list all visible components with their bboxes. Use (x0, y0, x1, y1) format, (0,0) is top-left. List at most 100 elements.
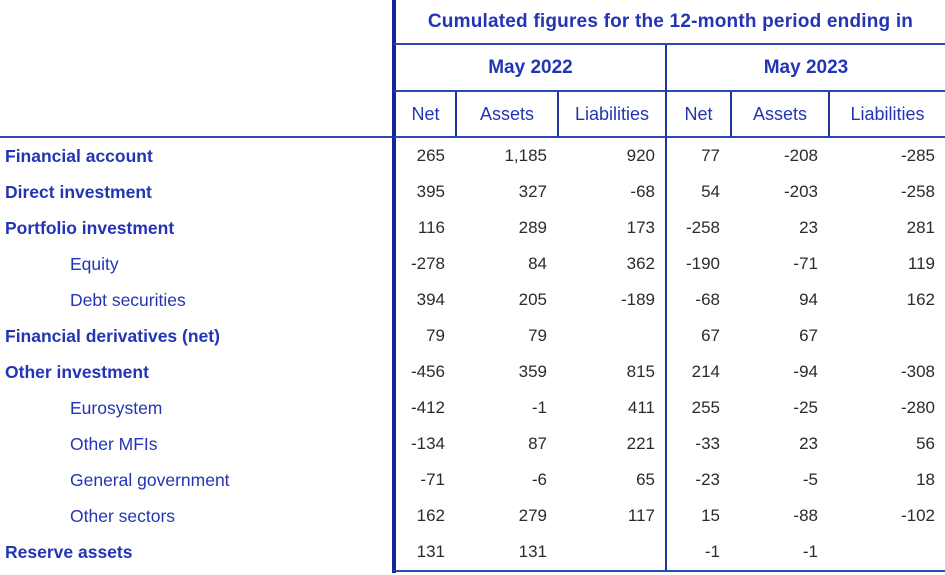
cell-value: 221 (626, 434, 655, 453)
cell-value: 65 (636, 470, 655, 489)
cell-value (828, 318, 945, 354)
row-label: Reserve assets (5, 541, 133, 562)
cell-value: 411 (627, 398, 655, 417)
row-label: Portfolio investment (5, 217, 175, 238)
cell-value: -68 (665, 282, 730, 318)
cell-value: -456 (392, 354, 455, 390)
row-label: Other MFIs (70, 433, 158, 454)
cell-value: 119 (907, 254, 935, 273)
cell-value: 67 (799, 326, 818, 345)
column-group-may-2023: May 2023 (665, 45, 945, 92)
cell-value: -203 (783, 182, 818, 201)
cell-value: 162 (906, 290, 935, 309)
cell-value: 79 (528, 326, 547, 345)
cell-value: 15 (665, 498, 730, 534)
column-header-liabilities-2023: Liabilities (828, 92, 945, 138)
cell-value: 255 (665, 390, 730, 426)
cell-value: 265 (392, 138, 455, 174)
cell-value: -190 (665, 246, 730, 282)
cell-value: 394 (392, 282, 455, 318)
cell-value: 94 (799, 290, 818, 309)
column-group-may-2022: May 2022 (392, 45, 665, 92)
cell-value: 362 (626, 254, 655, 273)
cell-value: -258 (665, 210, 730, 246)
subheader-spacer-labels (0, 92, 392, 138)
cell-value: 23 (799, 218, 818, 237)
row-label: Other sectors (70, 505, 176, 526)
cell-value: 23 (799, 434, 818, 453)
cell-value: 173 (626, 218, 655, 237)
column-header-net-2023: Net (665, 92, 730, 138)
cell-value: 67 (665, 318, 730, 354)
cell-value: 77 (665, 138, 730, 174)
cell-value: 87 (528, 434, 547, 453)
cell-value: -6 (531, 470, 547, 489)
cell-value: -5 (802, 470, 818, 489)
cell-value: -94 (793, 362, 818, 381)
cell-value: 920 (626, 146, 655, 165)
cell-value: -134 (392, 426, 455, 462)
cell-value: -88 (793, 506, 818, 525)
cell-value: -68 (630, 182, 655, 201)
cell-value: -280 (900, 398, 935, 417)
cell-value: -1 (531, 398, 547, 417)
row-label: Financial account (5, 145, 153, 166)
row-label: Direct investment (5, 181, 152, 202)
cell-value: 84 (528, 254, 547, 273)
cell-value: 56 (916, 434, 935, 453)
cell-value: 131 (392, 534, 455, 570)
row-label: Equity (70, 253, 119, 274)
cell-value: 162 (392, 498, 455, 534)
table-title: Cumulated figures for the 12-month perio… (392, 0, 945, 45)
cell-value: 131 (518, 542, 547, 561)
row-label: Eurosystem (70, 397, 163, 418)
cell-value: 79 (392, 318, 455, 354)
row-label: Financial derivatives (net) (5, 325, 220, 346)
cell-value: -102 (900, 506, 935, 525)
cell-value (557, 318, 665, 354)
cell-value: 815 (626, 362, 655, 381)
cell-value: -412 (392, 390, 455, 426)
column-header-net-2022: Net (392, 92, 455, 138)
cell-value: 1,185 (504, 146, 547, 165)
column-header-assets-2022: Assets (455, 92, 557, 138)
cell-value: -278 (392, 246, 455, 282)
cell-value: -1 (665, 534, 730, 570)
cell-value: -1 (802, 542, 818, 561)
cell-value: 205 (518, 290, 547, 309)
cell-value: -308 (900, 362, 935, 381)
cell-value: 54 (665, 174, 730, 210)
row-label: General government (70, 469, 230, 490)
cell-value: -208 (783, 146, 818, 165)
cell-value: 289 (518, 218, 547, 237)
cell-value: -71 (392, 462, 455, 498)
column-header-liabilities-2022: Liabilities (557, 92, 665, 138)
cell-value: 214 (665, 354, 730, 390)
row-label: Other investment (5, 361, 149, 382)
cell-value: -258 (900, 182, 935, 201)
cell-value: -189 (620, 290, 655, 309)
cell-value: 359 (518, 362, 547, 381)
cell-value: 395 (392, 174, 455, 210)
cell-value: -23 (665, 462, 730, 498)
cell-value: -71 (793, 254, 818, 273)
cell-value: 117 (627, 506, 655, 525)
row-label: Debt securities (70, 289, 186, 310)
cell-value: -33 (665, 426, 730, 462)
cell-value (557, 534, 665, 570)
cell-value: -285 (900, 146, 935, 165)
cell-value: 279 (518, 506, 547, 525)
cell-value: 18 (916, 470, 935, 489)
bottom-spacer-labels (0, 570, 392, 573)
cell-value: 116 (392, 210, 455, 246)
cell-value (828, 534, 945, 570)
group-spacer-labels (0, 45, 392, 92)
table-bottom-border (392, 570, 945, 573)
cell-value: -25 (793, 398, 818, 417)
header-spacer-labels (0, 0, 392, 45)
column-header-assets-2023: Assets (730, 92, 828, 138)
cell-value: 281 (906, 218, 935, 237)
cell-value: 327 (518, 182, 547, 201)
